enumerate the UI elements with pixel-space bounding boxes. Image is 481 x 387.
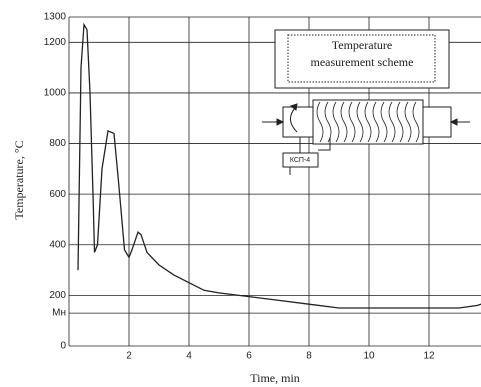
scheme-inner-frame xyxy=(287,34,436,83)
x-tick-label: 4 xyxy=(186,351,192,362)
line xyxy=(77,22,481,309)
x-tick-label: 2 xyxy=(126,351,132,362)
y-tick-label: 800 xyxy=(49,138,66,149)
scheme-title: measurement scheme xyxy=(311,55,414,69)
device-box xyxy=(282,152,319,168)
arrows xyxy=(262,103,470,133)
y-tick-label: 400 xyxy=(49,239,66,250)
scheme-title: Temperature xyxy=(332,38,392,52)
y-tick-label: 1300 xyxy=(44,12,67,23)
y-tick-label: 1000 xyxy=(44,88,67,99)
device-label: КСП-4 xyxy=(290,157,310,164)
y-axis-label: Temperature, °C xyxy=(12,140,26,219)
x-tick-label: 12 xyxy=(423,351,435,362)
x-tick-label: 10 xyxy=(363,351,375,362)
x-axis-label: Time, min xyxy=(250,371,300,385)
y-tick-label: 200 xyxy=(49,290,66,301)
wire xyxy=(318,137,331,151)
y-tick-label: 600 xyxy=(49,189,66,200)
y-tick-label: 1200 xyxy=(44,37,67,48)
scheme: Temperature measurement scheme КСП-4 xyxy=(262,29,470,175)
x-tick-label: 6 xyxy=(246,351,252,362)
scheme-frame xyxy=(274,29,450,89)
coils xyxy=(316,101,420,143)
x-tick-label: 8 xyxy=(306,351,312,362)
y-tick-label: Мн xyxy=(52,308,66,319)
y-tick-label: 0 xyxy=(60,341,66,352)
